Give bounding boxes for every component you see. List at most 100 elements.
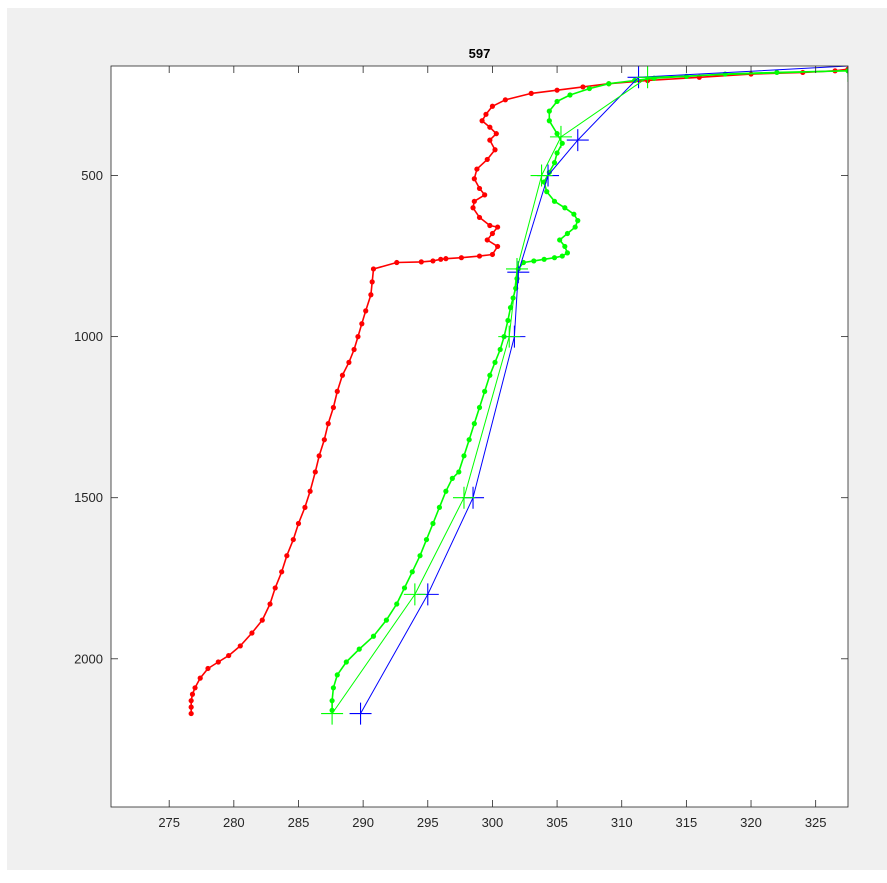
series-1-point <box>188 698 194 704</box>
series-2-point <box>505 317 511 324</box>
series-2-point <box>567 92 573 98</box>
series-1-point <box>580 84 586 90</box>
series-2-point <box>401 585 408 591</box>
plot-area <box>111 66 848 807</box>
series-2-point <box>564 230 571 237</box>
series-2-point <box>571 211 577 217</box>
series-1-point <box>528 90 534 96</box>
series-1-point <box>363 308 369 314</box>
series-1-point <box>489 103 496 109</box>
series-1-point <box>487 222 493 229</box>
series-1-point <box>443 256 449 262</box>
series-1-point <box>438 256 444 262</box>
series-1-point <box>321 437 327 443</box>
x-tick-label: 305 <box>546 815 568 830</box>
series-1-point <box>325 421 331 427</box>
series-1-point <box>484 237 490 243</box>
series-1-point <box>355 334 361 340</box>
series-2-point <box>557 237 563 243</box>
series-2-point <box>456 469 462 475</box>
series-1-point <box>237 643 243 649</box>
series-2-point <box>632 77 638 84</box>
series-2-point <box>531 258 537 264</box>
series-1-point <box>290 536 296 543</box>
series-2-point <box>334 672 340 678</box>
series-1-point <box>470 205 476 211</box>
chart-title: 597 <box>469 46 491 61</box>
series-1-point <box>295 520 302 527</box>
series-1-point <box>249 630 255 636</box>
series-2-point <box>417 553 423 559</box>
series-4-marker <box>636 66 659 89</box>
series-2-point <box>606 81 612 87</box>
series-1-point <box>487 124 493 130</box>
series-1-point <box>489 251 496 258</box>
x-tick-label: 285 <box>288 815 310 830</box>
series-1-point <box>316 453 322 459</box>
series-2-point <box>343 659 349 665</box>
y-tick-label: 500 <box>81 168 103 183</box>
series-1-point <box>339 372 346 378</box>
x-tick-label: 300 <box>482 815 504 830</box>
series-2-point <box>476 404 483 411</box>
series-3-marker <box>566 129 589 152</box>
series-4-marker <box>321 702 344 725</box>
series-4-marker <box>837 66 848 82</box>
series-2-point <box>774 69 780 76</box>
series-1-point <box>554 87 560 93</box>
series-4-marker <box>452 486 475 509</box>
x-axis: 275 280 285 290 295 300 305 310 315 320 325 <box>158 66 827 830</box>
x-tick-label: 275 <box>158 815 180 830</box>
series-2-point <box>562 205 568 211</box>
series-1-point <box>279 569 285 575</box>
y-axis: 500 1000 1500 2000 <box>74 168 848 666</box>
x-tick-label: 325 <box>805 815 827 830</box>
series-1-point <box>312 469 318 475</box>
series-1-point <box>302 504 308 510</box>
series-1-point <box>474 166 480 172</box>
series-2-point <box>329 698 335 704</box>
series-1-point <box>215 659 221 665</box>
series-1-point <box>369 279 375 285</box>
series-1-point <box>479 118 485 124</box>
series-1-point <box>430 258 436 264</box>
series-2-point <box>487 372 493 378</box>
x-tick-label: 320 <box>740 815 762 830</box>
series-2-point <box>586 85 593 92</box>
y-tick-label: 2000 <box>74 651 103 666</box>
series-2-point <box>356 646 362 652</box>
series-4-marker <box>530 164 553 187</box>
series-2-point <box>492 359 498 365</box>
series-1-point <box>476 185 483 192</box>
figure-window: 597 275 280 285 290 295 300 305 310 315 320 325 50… <box>7 8 887 870</box>
series-1-point <box>307 488 313 494</box>
series-2-point <box>541 256 547 262</box>
series-1-point <box>188 704 194 710</box>
series-4-marker <box>549 125 572 148</box>
series-1-point <box>484 156 490 163</box>
series-2-point <box>394 601 400 607</box>
series-4-marker <box>403 583 426 606</box>
series-2-point <box>471 421 477 427</box>
y-tick-label: 1500 <box>74 490 103 505</box>
series-2-point <box>449 475 455 481</box>
series-1-point <box>267 601 273 607</box>
series-2-point <box>510 295 516 301</box>
series-2-point <box>559 253 565 259</box>
series-1-point <box>205 665 211 672</box>
series-2-point <box>564 250 571 256</box>
series-1-point <box>351 346 357 353</box>
series-1-point <box>330 404 336 411</box>
series-4-marker <box>498 325 521 348</box>
series-1-point <box>458 255 464 261</box>
series-2-point <box>551 255 558 261</box>
series-1-point <box>259 617 265 623</box>
series-4-marker <box>505 257 528 280</box>
series-2-point <box>466 437 472 443</box>
series-2-point <box>383 617 390 623</box>
x-tick-label: 280 <box>223 815 245 830</box>
series-1-point <box>359 321 365 327</box>
series-1-point <box>483 111 489 117</box>
series-2-point <box>572 224 578 230</box>
series-2-point <box>436 504 443 510</box>
